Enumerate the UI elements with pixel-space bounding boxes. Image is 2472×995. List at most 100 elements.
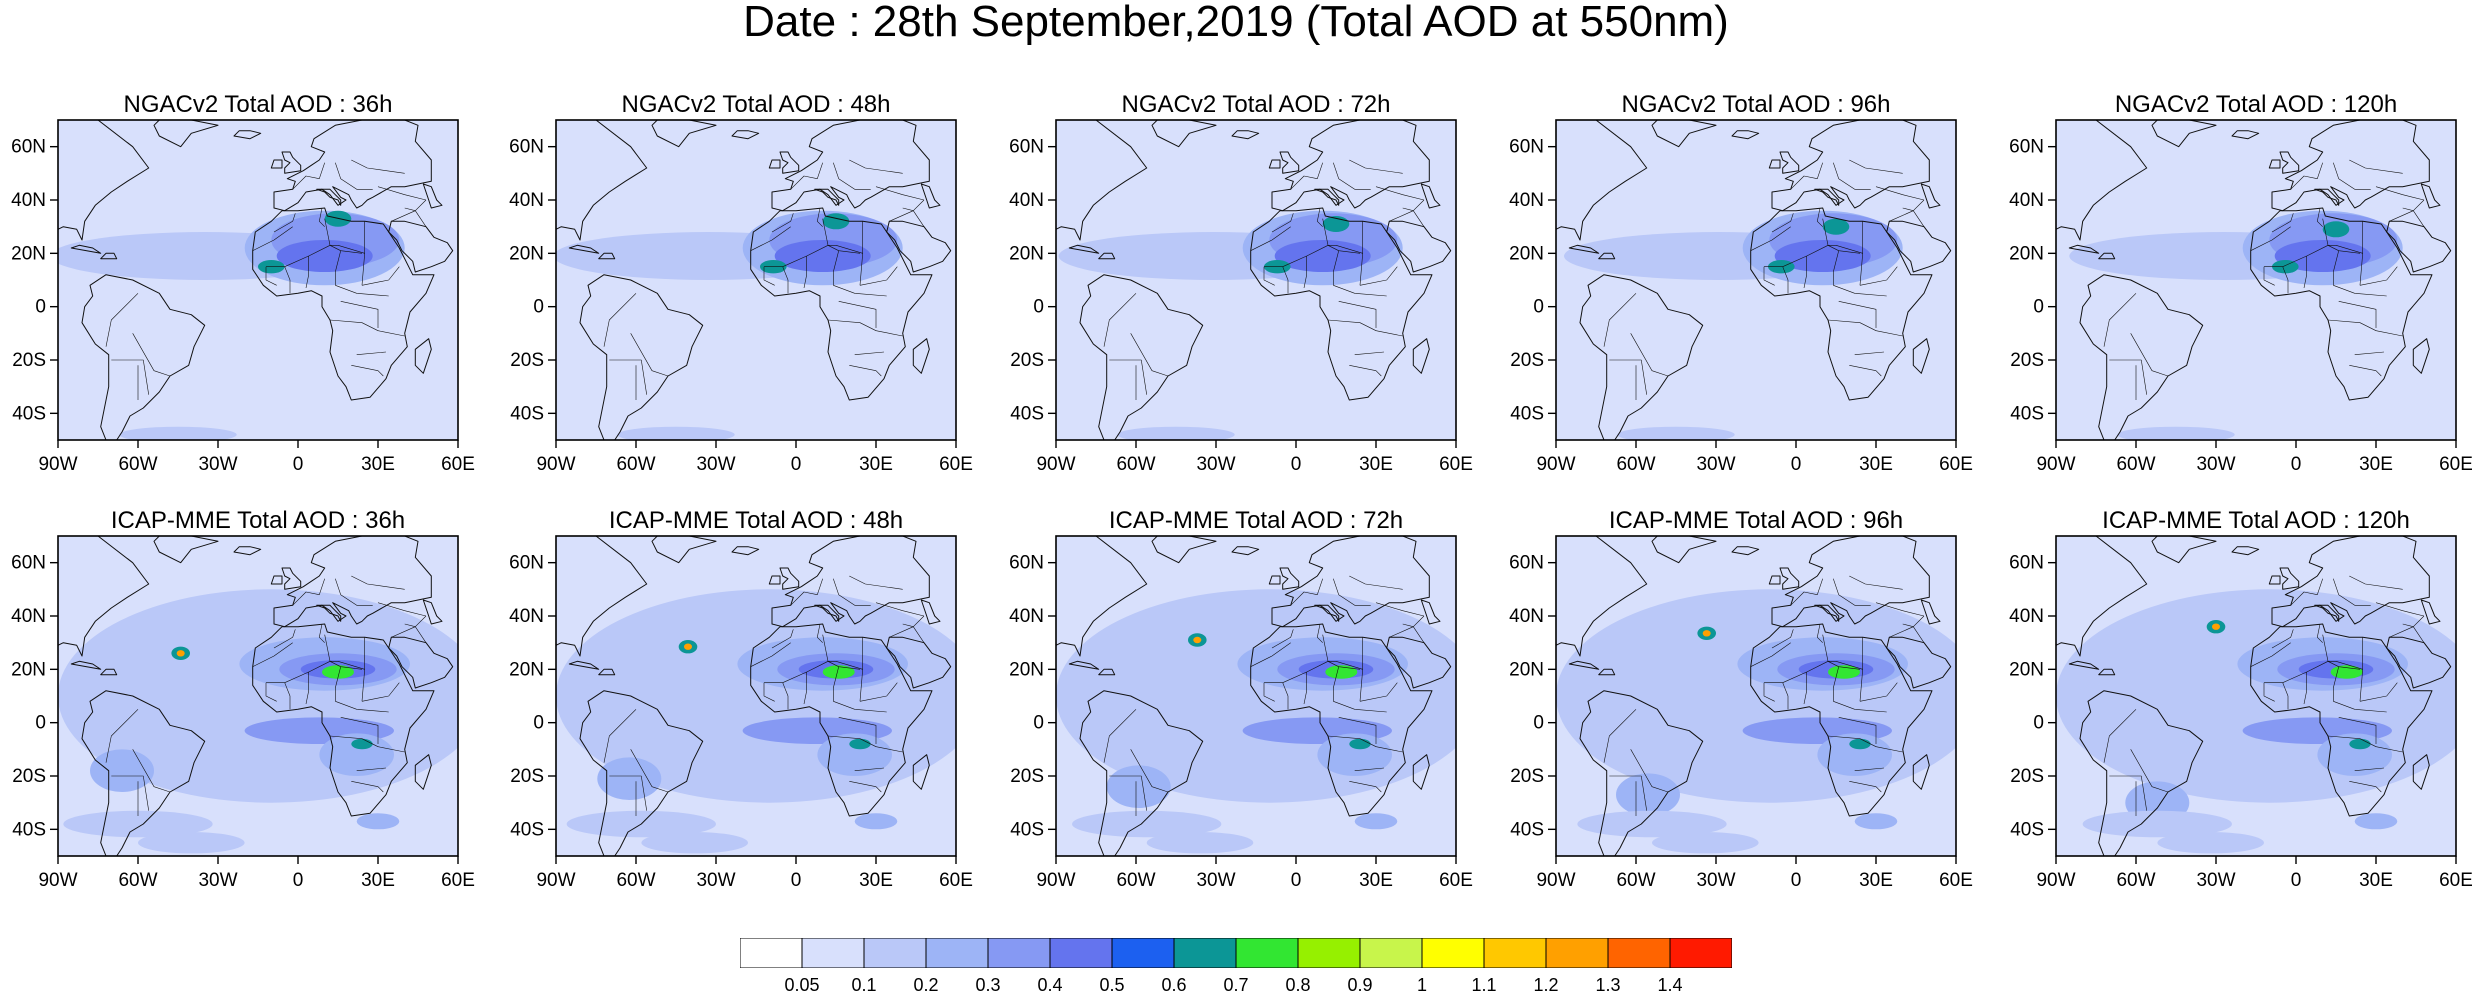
country-border bbox=[1333, 162, 1371, 190]
country-border bbox=[1822, 634, 1863, 670]
aod-contour bbox=[1828, 665, 1860, 679]
lat-tick-label: 20S bbox=[1010, 766, 1044, 787]
coastline bbox=[1598, 668, 1616, 676]
map-frame bbox=[1555, 535, 1957, 857]
colorbar-swatch bbox=[1359, 938, 1423, 968]
lat-tick-label: 40S bbox=[1510, 403, 1544, 424]
coastline bbox=[1151, 120, 1217, 148]
aod-contour bbox=[356, 813, 400, 830]
panel-title: NGACv2 Total AOD : 96h bbox=[1621, 91, 1891, 118]
country-border bbox=[1816, 623, 1823, 643]
country-border bbox=[2389, 615, 2425, 638]
lat-tick-label: 40N bbox=[2009, 606, 2044, 627]
aod-contour bbox=[849, 738, 871, 750]
country-border bbox=[2264, 661, 2329, 683]
lon-tick-label: 60W bbox=[616, 454, 655, 475]
country-border bbox=[1282, 682, 1289, 710]
coastline bbox=[2250, 623, 2433, 817]
coastline bbox=[270, 159, 283, 169]
coastline bbox=[2151, 120, 2217, 148]
country-border bbox=[763, 266, 775, 286]
colorbar-swatch bbox=[1545, 938, 1609, 968]
country-border bbox=[1322, 218, 1363, 254]
aod-contour bbox=[1072, 810, 1222, 838]
lon-tick-label: 30W bbox=[1696, 870, 1735, 891]
aod-contour bbox=[1178, 170, 1307, 203]
coastline bbox=[2271, 536, 2430, 628]
coastline bbox=[731, 130, 760, 140]
country-border bbox=[1250, 226, 1291, 251]
coastline bbox=[1768, 159, 1781, 169]
country-border bbox=[849, 159, 903, 174]
coastline bbox=[556, 120, 648, 241]
coastline bbox=[2098, 668, 2116, 676]
country-border bbox=[1833, 285, 1887, 297]
aod-contour bbox=[176, 650, 185, 657]
country-border bbox=[284, 266, 291, 294]
lat-tick-label: 20S bbox=[1510, 766, 1544, 787]
aod-contour bbox=[2272, 260, 2299, 274]
aod-contour bbox=[1333, 381, 1456, 419]
aod-map: 60N 40N 20N 0 20S 40S 90W 60W 30W 0 30E 60E bbox=[1009, 535, 1473, 891]
coastline bbox=[1556, 536, 1648, 657]
country-border bbox=[335, 162, 373, 190]
coastline bbox=[273, 120, 432, 212]
country-border bbox=[377, 330, 405, 337]
coastline bbox=[2420, 599, 2441, 625]
country-border bbox=[2333, 162, 2371, 190]
map-panel: NGACv2 Total AOD : 120h 60N 40N 20N 0 20S 40S 9… bbox=[1998, 92, 2472, 502]
country-border bbox=[1327, 735, 1377, 747]
country-border bbox=[1827, 735, 1877, 747]
colorbar-swatch bbox=[1669, 938, 1732, 968]
colorbar-label: 1.4 bbox=[1657, 975, 1683, 995]
country-border bbox=[875, 186, 925, 201]
coastline bbox=[1268, 159, 1281, 169]
coastline bbox=[100, 252, 118, 260]
lat-tick-label: 20N bbox=[2009, 659, 2044, 680]
lat-tick-label: 20S bbox=[12, 766, 46, 787]
coastline bbox=[1420, 599, 1441, 625]
country-border bbox=[803, 256, 807, 289]
country-border bbox=[1303, 256, 1307, 289]
country-border bbox=[1109, 359, 1147, 395]
lon-tick-label: 0 bbox=[293, 454, 304, 475]
aod-contour bbox=[833, 381, 956, 419]
colorbar-label: 0.5 bbox=[1099, 975, 1125, 995]
coastline bbox=[2151, 536, 2217, 564]
aod-contour bbox=[1817, 733, 1892, 776]
country-border bbox=[356, 351, 387, 355]
aod-contour bbox=[1774, 240, 1871, 272]
country-border bbox=[351, 575, 405, 590]
lat-tick-label: 0 bbox=[533, 713, 544, 734]
lat-tick-label: 20S bbox=[2010, 766, 2044, 787]
country-border bbox=[630, 333, 669, 377]
coastline bbox=[2279, 151, 2300, 174]
country-border bbox=[833, 578, 871, 606]
coastline bbox=[1814, 604, 1840, 622]
map-panel: ICAP-MME Total AOD : 120h 60N 40N 20N 0 20S 40… bbox=[1998, 508, 2472, 918]
coastline bbox=[1651, 536, 1717, 564]
coastline bbox=[556, 536, 648, 657]
country-border bbox=[340, 717, 379, 744]
lon-tick-label: 0 bbox=[293, 870, 304, 891]
lat-tick-label: 40N bbox=[11, 606, 46, 627]
coastline bbox=[1271, 120, 1430, 212]
colorbar-swatch bbox=[1049, 938, 1113, 968]
country-border bbox=[356, 767, 387, 771]
country-border bbox=[361, 221, 366, 286]
coastline bbox=[252, 207, 435, 401]
country-border bbox=[361, 682, 400, 702]
coastline bbox=[281, 567, 302, 590]
country-border bbox=[1316, 623, 1323, 643]
map-frame bbox=[57, 535, 459, 857]
lon-tick-label: 90W bbox=[2036, 870, 2075, 891]
lon-tick-label: 90W bbox=[1536, 870, 1575, 891]
aod-map: 60N 40N 20N 0 20S 40S 90W 60W 30W 0 30E 60E bbox=[1509, 119, 1973, 475]
country-border bbox=[2327, 735, 2377, 747]
country-border bbox=[1609, 775, 1647, 811]
country-border bbox=[764, 661, 829, 683]
coastline bbox=[1912, 338, 1930, 374]
lon-tick-label: 30W bbox=[1196, 454, 1235, 475]
lon-tick-label: 0 bbox=[791, 870, 802, 891]
coastline bbox=[1279, 567, 1300, 590]
